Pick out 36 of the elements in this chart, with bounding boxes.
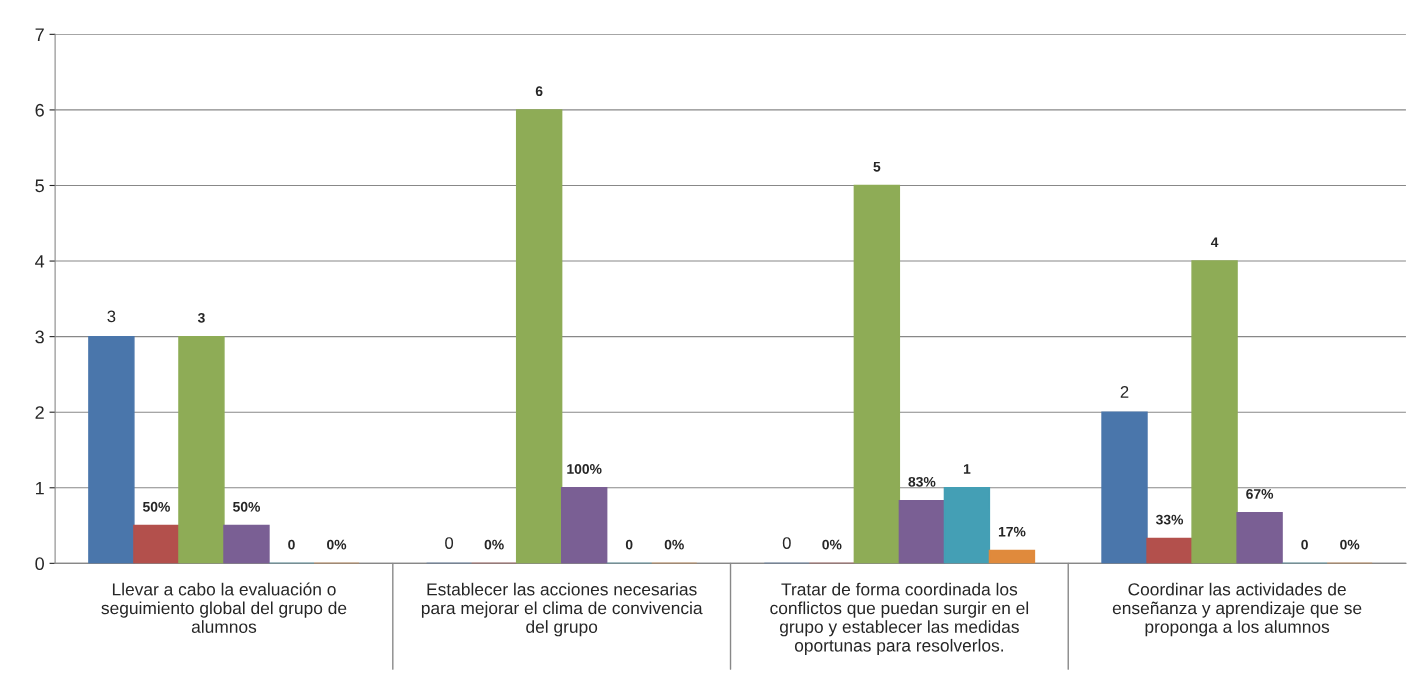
data-label: 0% bbox=[664, 539, 684, 550]
y-tick-label: 1 bbox=[36, 481, 44, 495]
y-tick-label: 7 bbox=[35, 28, 44, 41]
y-tick-label: 4 bbox=[35, 255, 45, 268]
x-tick-label: Llevar a cabo la evaluación o seguimiento global del grupo de alumnos bbox=[101, 582, 347, 633]
x-tick-label: Coordinar las actividades de enseñanza y aprendizaje que se proponga a los alumnos bbox=[1112, 582, 1362, 637]
y-tick-label: 5 bbox=[35, 179, 44, 193]
data-label: 3 bbox=[197, 312, 205, 323]
data-label: 83% bbox=[908, 476, 936, 487]
data-label: 17% bbox=[998, 526, 1026, 537]
x-tick-label: Tratar de forma coordinada los conflictos que puedan surgir en el grupo y establecer las medidas oportunas para resolverlos. bbox=[770, 582, 1029, 656]
data-label: 0% bbox=[1340, 539, 1360, 550]
data-label: 0 bbox=[445, 537, 454, 549]
x-tick-label: Establecer las acciones necesarias para mejorar el clima de convivencia del grupo bbox=[421, 582, 703, 637]
data-label: 0 bbox=[288, 539, 295, 550]
y-tick-label: 2 bbox=[35, 406, 44, 419]
data-label: 0% bbox=[484, 539, 504, 550]
data-label: 0% bbox=[327, 539, 347, 550]
data-label: 0 bbox=[1301, 539, 1308, 550]
data-label: 100% bbox=[567, 464, 602, 474]
data-label: 33% bbox=[1155, 514, 1184, 525]
data-label: 2 bbox=[1120, 385, 1129, 398]
data-label: 6 bbox=[535, 86, 543, 97]
y-tick-label: 3 bbox=[35, 330, 44, 344]
data-label: 5 bbox=[873, 161, 881, 172]
data-label: 4 bbox=[1210, 237, 1219, 248]
data-label: 0% bbox=[822, 539, 842, 550]
data-label: 50% bbox=[142, 501, 170, 512]
y-tick-label: 6 bbox=[35, 103, 44, 117]
data-label: 0 bbox=[782, 537, 791, 549]
data-label: 3 bbox=[107, 310, 116, 323]
data-label: 67% bbox=[1246, 489, 1274, 499]
data-label: 1 bbox=[963, 464, 971, 474]
data-label: 50% bbox=[233, 501, 261, 512]
y-tick-label: 0 bbox=[35, 557, 44, 571]
data-label: 0 bbox=[625, 539, 633, 550]
